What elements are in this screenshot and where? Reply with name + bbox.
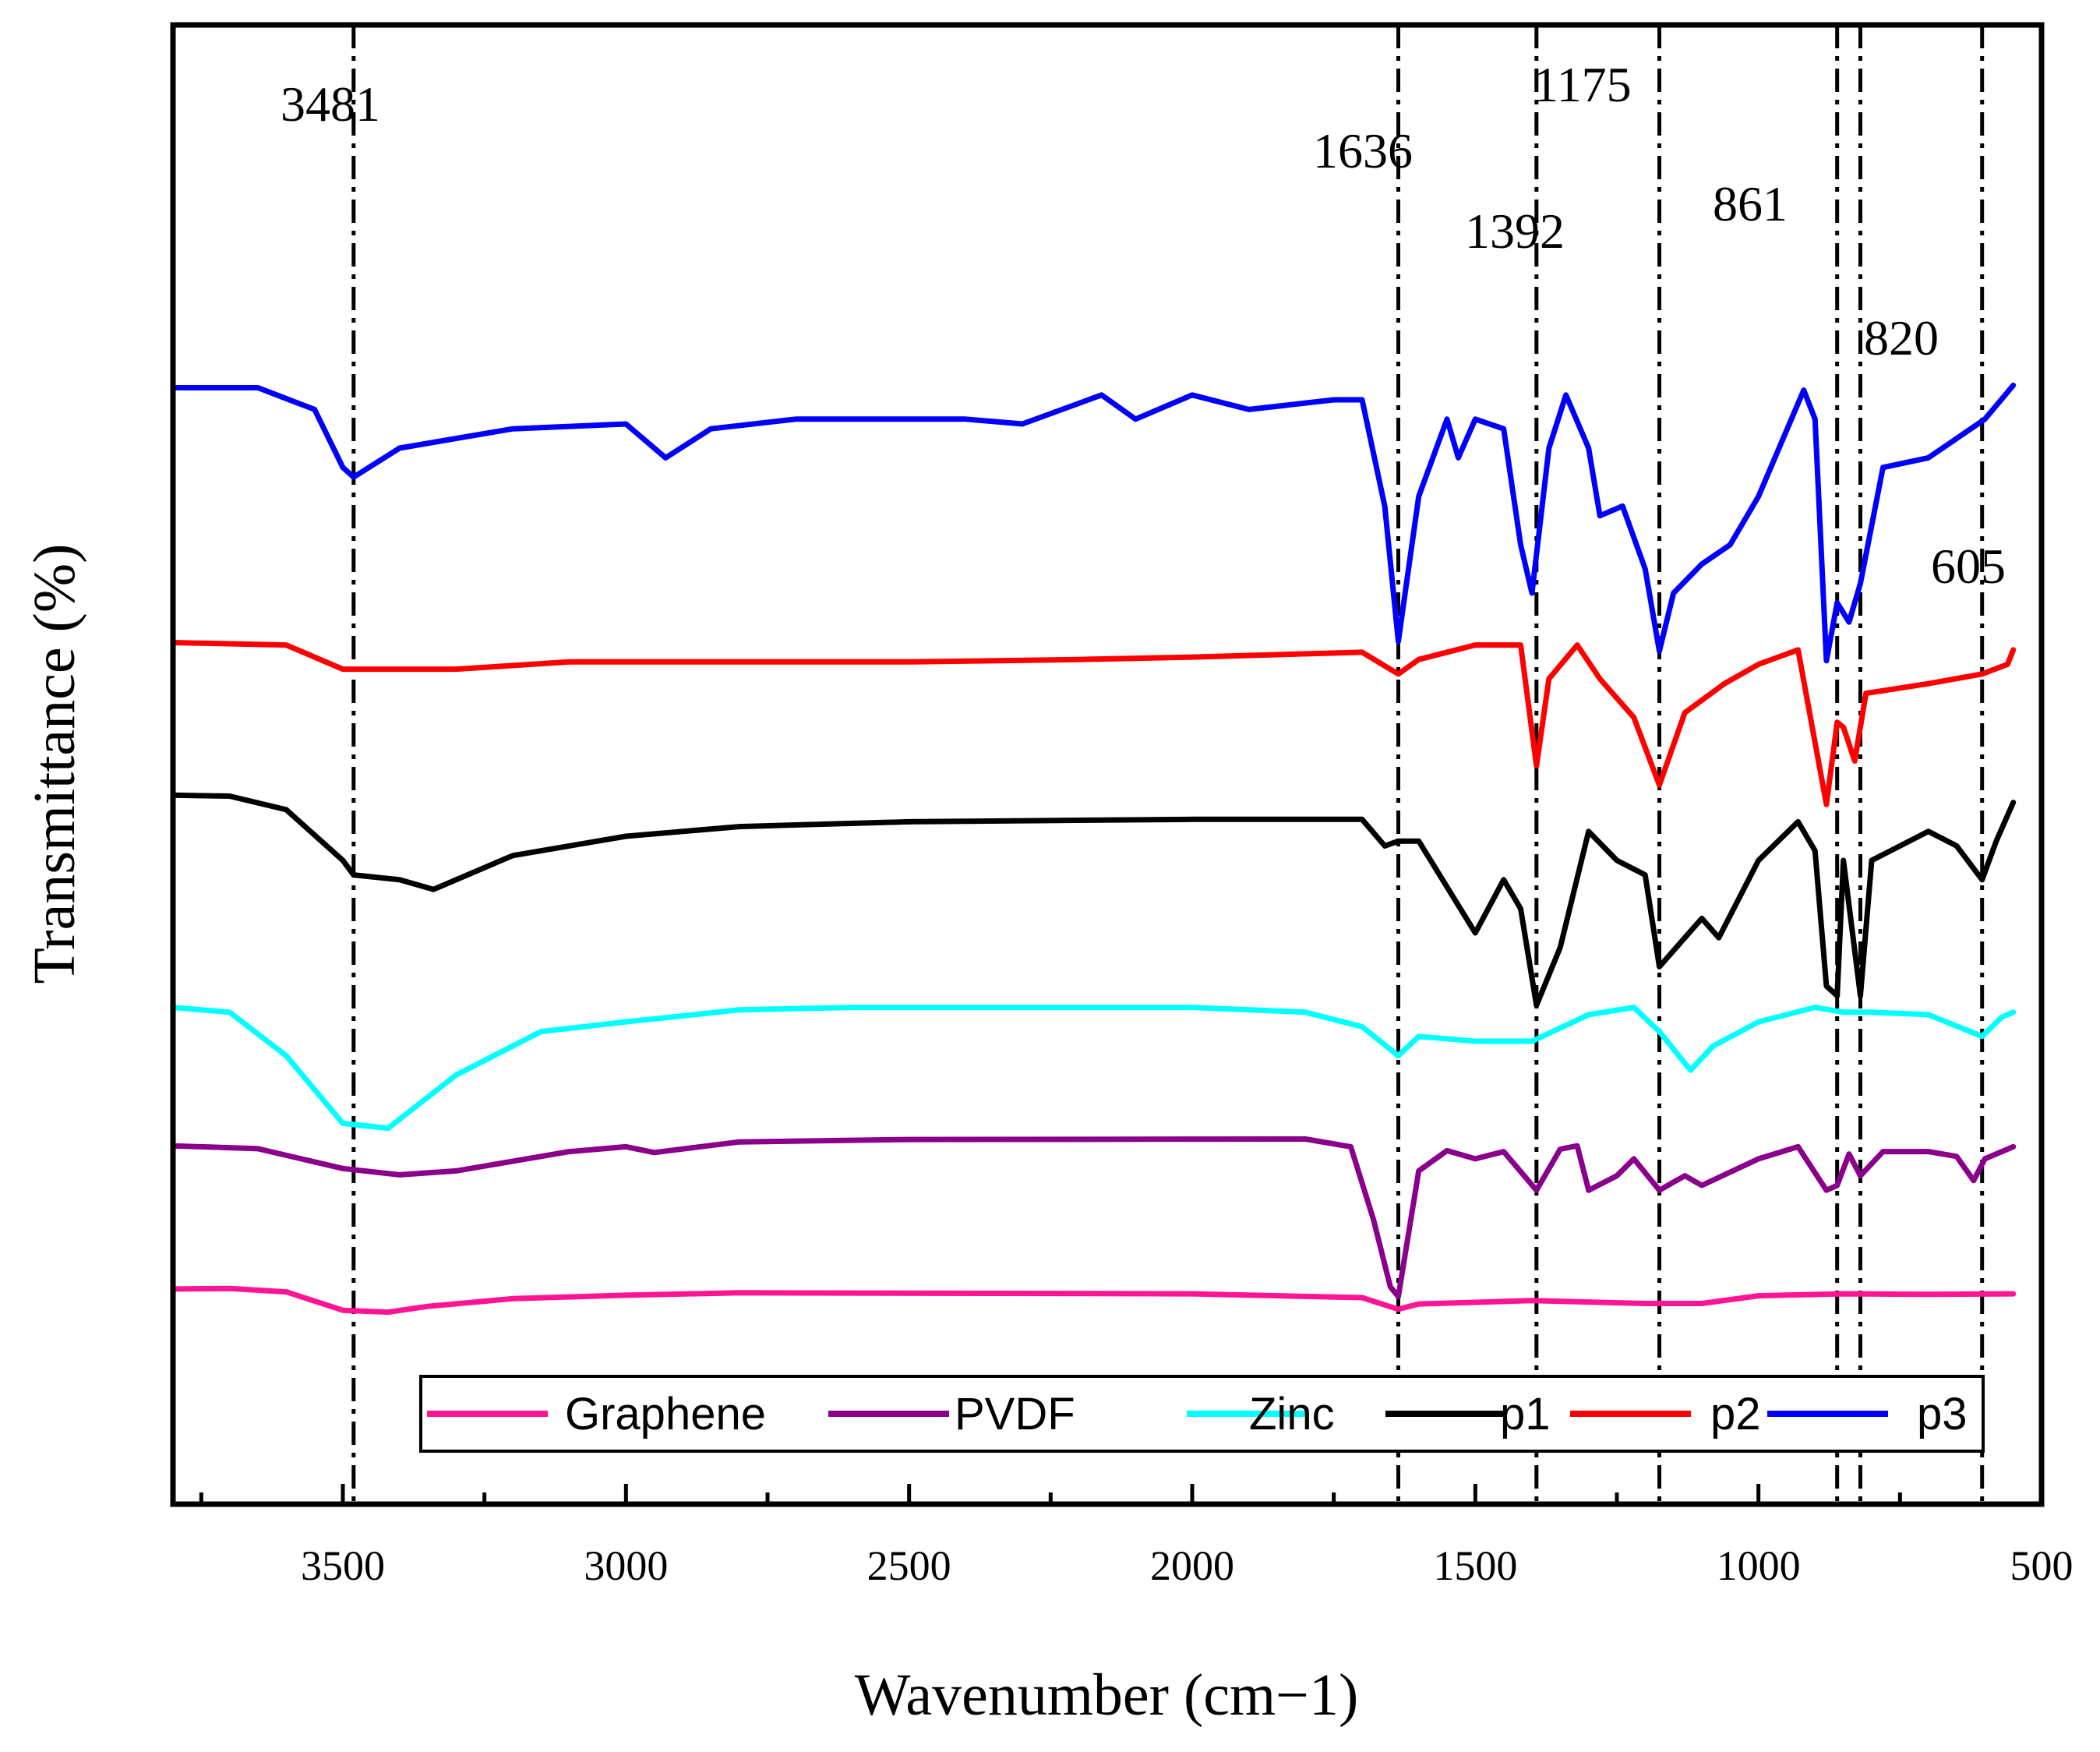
legend: Graphene PVDF Zinc p1 p2 p3: [419, 1375, 1985, 1453]
series-line-p2: [170, 640, 2017, 807]
peak-label-1175: 1175: [1534, 57, 1632, 112]
legend-label-p2: p2: [1710, 1389, 1761, 1439]
x-tick-label: 3500: [301, 1542, 385, 1589]
x-tick-label: 1500: [1433, 1542, 1517, 1589]
legend-label-p1: p1: [1500, 1389, 1551, 1439]
legend-label-graphene: Graphene: [565, 1389, 766, 1439]
peak-labels: 3481 1636 1392 1175 861 820 605: [281, 57, 2006, 594]
x-tick-label: 2000: [1150, 1542, 1234, 1589]
peak-reference-lines: [351, 25, 1985, 1504]
series-line-p1: [170, 792, 2017, 1008]
peak-label-1636: 1636: [1313, 123, 1413, 178]
legend-label-p3: p3: [1917, 1389, 1968, 1439]
x-tick-label: 2500: [867, 1542, 951, 1589]
series-line-p3: [170, 382, 2017, 664]
series-line-pvdf: [170, 1136, 2017, 1300]
series-layer: [170, 382, 2017, 1316]
legend-label-zinc: Zinc: [1249, 1389, 1335, 1439]
x-axis-ticks: 3500 3000 2500 2000 1500 1000 500: [199, 1484, 2074, 1589]
peak-label-861: 861: [1713, 176, 1788, 231]
legend-label-pvdf: PVDF: [955, 1389, 1075, 1439]
peak-label-605: 605: [1931, 539, 2006, 594]
peak-label-3481: 3481: [281, 76, 380, 132]
peak-label-820: 820: [1864, 310, 1939, 366]
series-line-graphene: [170, 1285, 2017, 1316]
series-line-zinc: [170, 1005, 2017, 1132]
plot-frame: [170, 22, 2045, 1507]
peak-label-1392: 1392: [1465, 203, 1565, 259]
x-tick-label: 1000: [1717, 1542, 1801, 1589]
x-axis-title: Wavenumber (cm−1): [855, 1662, 1359, 1728]
y-axis-title: Transmittance (%): [22, 544, 87, 984]
x-tick-label: 500: [2010, 1542, 2074, 1589]
x-tick-label: 3000: [584, 1542, 668, 1589]
